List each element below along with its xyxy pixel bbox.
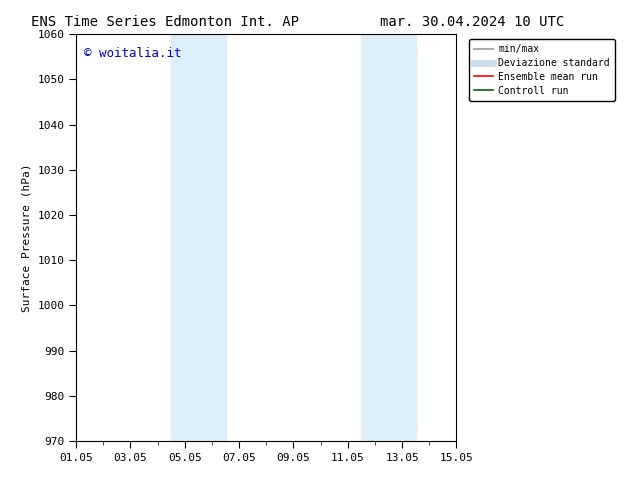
Y-axis label: Surface Pressure (hPa): Surface Pressure (hPa) [22,163,32,312]
Text: © woitalia.it: © woitalia.it [84,47,181,59]
Bar [389,34,416,441]
Bar [361,34,389,441]
Bar [171,34,198,441]
Text: mar. 30.04.2024 10 UTC: mar. 30.04.2024 10 UTC [380,15,565,29]
Bar [198,34,226,441]
Text: ENS Time Series Edmonton Int. AP: ENS Time Series Edmonton Int. AP [31,15,299,29]
Legend: min/max, Deviazione standard, Ensemble mean run, Controll run: min/max, Deviazione standard, Ensemble m… [469,39,614,100]
